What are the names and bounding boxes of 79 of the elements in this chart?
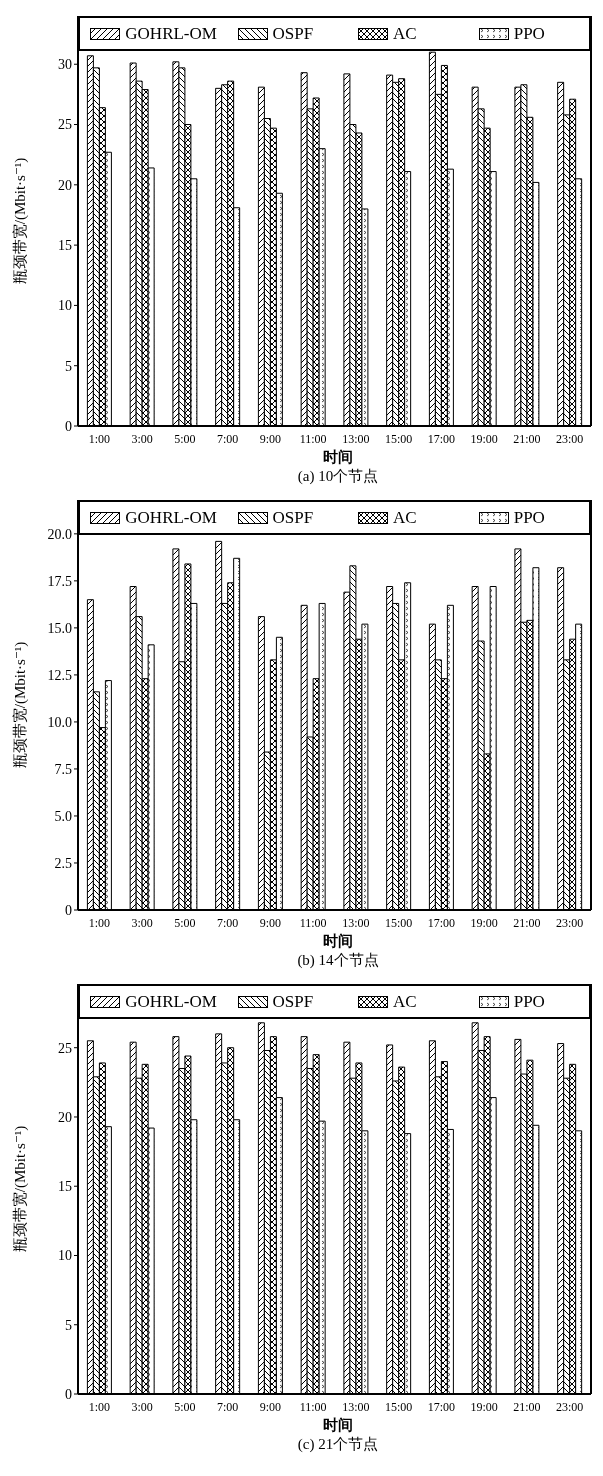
legend-label: GOHRL-OM [125, 991, 217, 1012]
y-tick-label: 10.0 [47, 714, 72, 730]
x-tick-label: 15:00 [384, 1399, 413, 1414]
y-tick-label: 25 [58, 1040, 72, 1056]
x-axis-title: 时间 [322, 932, 354, 951]
legend-label: PPO [513, 991, 545, 1012]
legend-label: GOHRL-OM [125, 507, 217, 528]
legend-label: AC [393, 991, 417, 1012]
text: (b) 14个节点 [296, 951, 380, 970]
y-tick-label: 30 [58, 57, 72, 73]
x-tick-label: 1:00 [88, 915, 111, 930]
x-tick-label: 19:00 [470, 431, 498, 446]
x-tick-label: 3:00 [131, 915, 153, 930]
y-tick-label: 7.5 [54, 761, 72, 777]
y-axis-title: 瓶颈带宽/(Mbit·s⁻¹) [12, 1125, 30, 1253]
x-axis-title: 时间 [322, 448, 354, 467]
legend-label: PPO [513, 23, 545, 44]
y-tick-label: 5 [65, 358, 72, 374]
y-tick-label: 10 [58, 1248, 72, 1264]
text: (c) 21个节点 [296, 1435, 380, 1454]
x-tick-label: 15:00 [384, 431, 413, 446]
x-tick-label: 23:00 [555, 431, 584, 446]
x-tick-label: 21:00 [513, 915, 541, 930]
y-tick-label: 20.0 [47, 526, 72, 542]
x-tick-label: 9:00 [259, 431, 282, 446]
x-tick-label: 17:00 [427, 915, 456, 930]
x-tick-label: 3:00 [131, 431, 153, 446]
y-tick-label: 5 [65, 1317, 72, 1333]
x-tick-label: 9:00 [259, 915, 282, 930]
x-tick-label: 11:00 [299, 915, 327, 930]
y-tick-label: 25 [58, 117, 72, 133]
x-tick-label: 7:00 [216, 1399, 239, 1414]
x-tick-label: 23:00 [555, 1399, 584, 1414]
x-tick-label: 11:00 [299, 431, 327, 446]
x-tick-label: 13:00 [342, 1399, 370, 1414]
x-tick-label: 17:00 [427, 1399, 456, 1414]
x-tick-label: 5:00 [174, 915, 196, 930]
y-tick-label: 2.5 [54, 855, 72, 871]
x-tick-label: 5:00 [174, 1399, 196, 1414]
y-tick-label: 15 [58, 1179, 72, 1195]
x-tick-label: 13:00 [342, 431, 370, 446]
legend-label: AC [393, 23, 417, 44]
x-tick-label: 1:00 [88, 1399, 111, 1414]
text: (a) 10个节点 [296, 467, 380, 486]
y-tick-label: 17.5 [47, 573, 72, 589]
y-tick-label: 0 [65, 1386, 72, 1402]
y-tick-label: 20 [58, 177, 72, 193]
legend-label: PPO [513, 507, 545, 528]
x-tick-label: 3:00 [131, 1399, 153, 1414]
x-tick-label: 17:00 [427, 431, 456, 446]
x-axis-title: 时间 [322, 1416, 354, 1435]
x-tick-label: 23:00 [555, 915, 584, 930]
y-tick-label: 20 [58, 1109, 72, 1125]
y-tick-label: 15.0 [47, 620, 72, 636]
x-tick-label: 19:00 [470, 915, 498, 930]
y-tick-label: 0 [65, 902, 72, 918]
y-axis-title: 瓶颈带宽/(Mbit·s⁻¹) [12, 157, 30, 285]
x-tick-label: 15:00 [384, 915, 413, 930]
x-tick-label: 13:00 [342, 915, 370, 930]
x-tick-label: 9:00 [259, 1399, 282, 1414]
legend-label: OSPF [272, 991, 314, 1012]
x-tick-label: 19:00 [470, 1399, 498, 1414]
x-tick-label: 7:00 [216, 915, 239, 930]
x-tick-label: 5:00 [174, 431, 196, 446]
y-axis-title: 瓶颈带宽/(Mbit·s⁻¹) [12, 641, 30, 769]
y-tick-label: 10 [58, 298, 72, 314]
legend-label: OSPF [272, 507, 314, 528]
y-tick-label: 5.0 [54, 808, 72, 824]
x-tick-label: 21:00 [513, 431, 541, 446]
legend-label: GOHRL-OM [125, 23, 217, 44]
y-tick-label: 15 [58, 238, 72, 254]
y-tick-label: 0 [65, 418, 72, 434]
y-tick-label: 12.5 [47, 667, 72, 683]
x-tick-label: 7:00 [216, 431, 239, 446]
x-tick-label: 11:00 [299, 1399, 327, 1414]
legend-label: AC [393, 507, 417, 528]
legend-label: OSPF [272, 23, 314, 44]
x-tick-label: 21:00 [513, 1399, 541, 1414]
x-tick-label: 1:00 [88, 431, 111, 446]
